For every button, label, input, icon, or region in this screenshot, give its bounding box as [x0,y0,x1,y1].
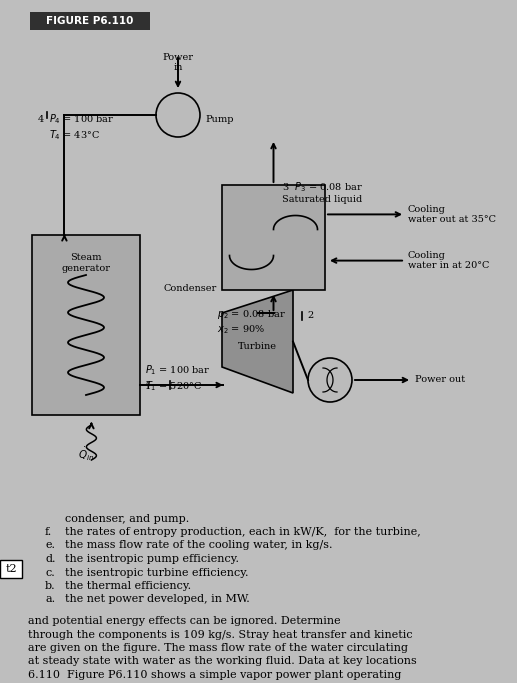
Text: 4: 4 [38,115,44,124]
Polygon shape [222,290,293,393]
Text: f.: f. [45,527,52,537]
Bar [32,235,140,415]
Text: Power
in: Power in [162,53,193,72]
Text: Steam
generator: Steam generator [62,253,111,273]
Text: 6.110  Figure P6.110 shows a simple vapor power plant operating: 6.110 Figure P6.110 shows a simple vapor… [28,670,401,680]
Text: the isentropic turbine efficiency.: the isentropic turbine efficiency. [65,568,249,578]
Text: $p_2$ = 0.08 bar
$x_2$ = 90%: $p_2$ = 0.08 bar $x_2$ = 90% [217,308,286,335]
Text: Pump: Pump [205,115,234,124]
Text: through the components is 109 kg/s. Stray heat transfer and kinetic: through the components is 109 kg/s. Stra… [28,630,413,639]
Text: Condenser: Condenser [164,284,217,293]
Text: the rates of entropy production, each in kW/K,  for the turbine,: the rates of entropy production, each in… [65,527,421,537]
Text: the isentropic pump efficiency.: the isentropic pump efficiency. [65,554,239,564]
Text: $\dot{Q}_{in}$: $\dot{Q}_{in}$ [78,446,95,463]
Text: are given on the figure. The mass flow rate of the water circulating: are given on the figure. The mass flow r… [28,643,408,653]
Bar [30,12,150,30]
Text: at steady state with water as the working fluid. Data at key locations: at steady state with water as the workin… [28,656,417,667]
Text: b.: b. [45,581,56,591]
Bar [0,559,22,578]
Text: FIGURE P6.110: FIGURE P6.110 [47,16,134,26]
Text: the thermal efficiency.: the thermal efficiency. [65,581,191,591]
Text: a.: a. [45,594,55,604]
Text: Cooling
water out at 35°C: Cooling water out at 35°C [408,205,496,224]
Text: 1: 1 [145,382,151,391]
Text: Turbine: Turbine [238,342,277,351]
Circle shape [308,358,352,402]
Text: $P_4$ = 100 bar
$T_4$ = 43°C: $P_4$ = 100 bar $T_4$ = 43°C [50,112,115,141]
Text: Power out: Power out [415,376,465,385]
Text: and potential energy effects can be ignored. Determine: and potential energy effects can be igno… [28,616,341,626]
Text: Cooling
water in at 20°C: Cooling water in at 20°C [408,251,490,270]
Text: t2: t2 [5,563,17,574]
Text: 2: 2 [307,311,313,320]
Circle shape [156,93,200,137]
Text: $P_1$ = 100 bar
$T_1$ = 520°C: $P_1$ = 100 bar $T_1$ = 520°C [145,363,210,393]
Text: condenser, and pump.: condenser, and pump. [65,514,189,523]
Text: the net power developed, in MW.: the net power developed, in MW. [65,594,250,604]
Bar [222,185,325,290]
Text: e.: e. [45,540,55,550]
Text: 3  $P_3$ = 0.08 bar
Saturated liquid: 3 $P_3$ = 0.08 bar Saturated liquid [281,180,362,204]
Text: c.: c. [45,568,55,578]
Text: the mass flow rate of the cooling water, in kg/s.: the mass flow rate of the cooling water,… [65,540,332,550]
Text: d.: d. [45,554,55,564]
